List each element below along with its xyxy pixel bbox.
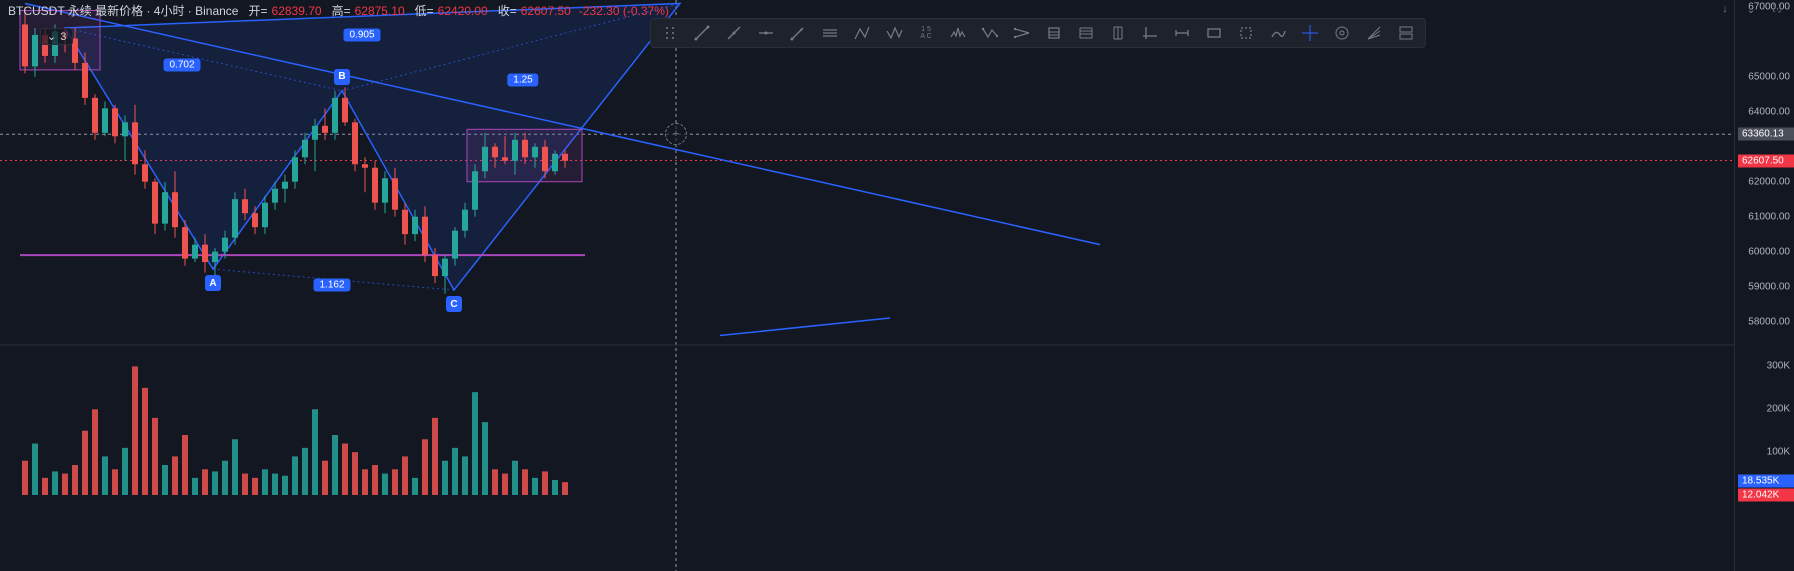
pattern-point-C[interactable]: C <box>446 296 462 312</box>
chevron-down-icon: ⌄ <box>47 30 56 43</box>
symbol-info-bar: BTCUSDT 永续 最新价格 · 4小时 · Binance 开= 62839.… <box>8 2 669 19</box>
price-tick: 62000.00 <box>1748 176 1790 187</box>
triangle-pattern-icon[interactable] <box>1007 20 1037 46</box>
volume-tick: 300K <box>1767 361 1790 372</box>
high-value: 62875.10 <box>355 4 405 18</box>
long-position-icon[interactable] <box>1391 20 1421 46</box>
fib-label[interactable]: 0.702 <box>163 58 200 71</box>
price-tick: 64000.00 <box>1748 106 1790 117</box>
pattern-point-A[interactable]: A <box>205 275 221 291</box>
crosshair-tool-icon[interactable] <box>1295 20 1325 46</box>
rotated-rect-icon[interactable] <box>1231 20 1261 46</box>
open-label: 开= <box>249 2 268 19</box>
rectangle-tool-icon[interactable] <box>1199 20 1229 46</box>
volume-tick: 200K <box>1767 404 1790 415</box>
head-shoulders-icon[interactable] <box>943 20 973 46</box>
ray-tool-icon[interactable] <box>719 20 749 46</box>
gann-tool-icon[interactable] <box>1135 20 1165 46</box>
price-tick: 65000.00 <box>1748 71 1790 82</box>
arrow-tool-icon[interactable] <box>783 20 813 46</box>
close-value: 62607.50 <box>521 4 571 18</box>
flag-pattern-icon[interactable] <box>1039 20 1069 46</box>
elliott-wave-icon[interactable]: 1 5A C <box>911 20 941 46</box>
close-label: 收= <box>498 2 517 19</box>
symbol-name[interactable]: BTCUSDT 永续 最新价格 · 4小时 · Binance <box>8 2 239 19</box>
price-target-icon[interactable] <box>1327 20 1357 46</box>
pattern-point-B[interactable]: B <box>334 69 350 85</box>
fib-retracement-icon[interactable] <box>1071 20 1101 46</box>
low-value: 62420.00 <box>438 4 488 18</box>
pitchfork-tool-icon[interactable] <box>847 20 877 46</box>
volume-badge: 12.042K <box>1738 489 1794 502</box>
price-tick: 59000.00 <box>1748 281 1790 292</box>
price-axis[interactable]: 58000.00 59000.00 60000.00 61000.00 62000.00… <box>1734 0 1794 571</box>
brush-tool-icon[interactable] <box>1263 20 1293 46</box>
price-tick: 58000.00 <box>1748 316 1790 327</box>
high-label: 高= <box>332 2 351 19</box>
trendline-tool-icon[interactable] <box>687 20 717 46</box>
volume-tick: 100K <box>1767 447 1790 458</box>
price-badge: 63360.13 <box>1738 128 1794 141</box>
price-tick: 61000.00 <box>1748 211 1790 222</box>
measure-tool-icon[interactable] <box>1167 20 1197 46</box>
fib-fan-icon[interactable] <box>1359 20 1389 46</box>
drawing-toolbar: 1 5A C <box>650 18 1426 48</box>
price-badge: 62607.50 <box>1738 154 1794 167</box>
grip-handle-icon[interactable] <box>655 20 685 46</box>
cypher-pattern-icon[interactable] <box>975 20 1005 46</box>
low-label: 低= <box>415 2 434 19</box>
fullscreen-icon[interactable]: ⛶ <box>1768 2 1786 16</box>
price-chart[interactable] <box>0 0 1734 571</box>
hline-tool-icon[interactable] <box>751 20 781 46</box>
price-tick: 60000.00 <box>1748 246 1790 257</box>
fib-extension-icon[interactable] <box>1103 20 1133 46</box>
interval-value: 3 <box>60 31 66 43</box>
fib-label[interactable]: 0.905 <box>343 28 380 41</box>
open-value: 62839.70 <box>272 4 322 18</box>
fib-label[interactable]: 1.25 <box>507 74 538 87</box>
download-icon[interactable]: ↓ <box>1716 2 1734 16</box>
crosshair-cursor-icon: + <box>665 123 687 145</box>
fib-label[interactable]: 1.162 <box>313 278 350 291</box>
interval-selector[interactable]: ⌄ 3 <box>40 28 73 45</box>
parallel-channel-icon[interactable] <box>815 20 845 46</box>
volume-badge: 18.535K <box>1738 475 1794 488</box>
header-controls: ↓ ⌄ ⛶ <box>1716 2 1786 16</box>
chevron-down-icon[interactable]: ⌄ <box>1742 2 1760 16</box>
xabcd-pattern-icon[interactable] <box>879 20 909 46</box>
change-value: -232.30 (-0.37%) <box>579 4 669 18</box>
